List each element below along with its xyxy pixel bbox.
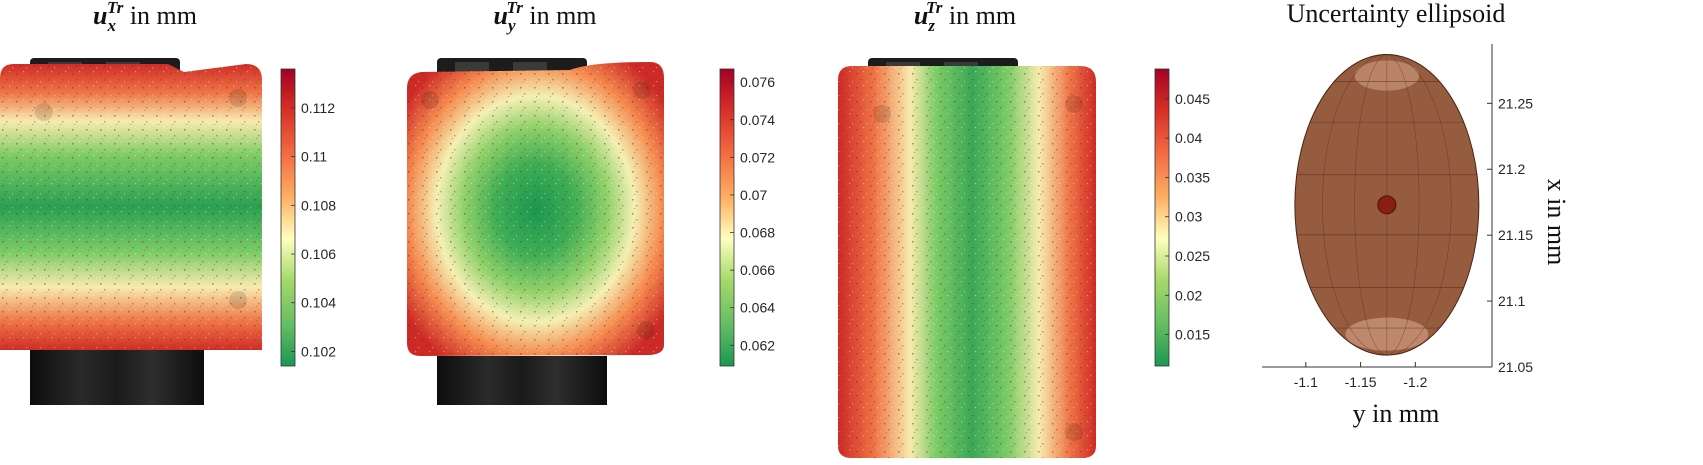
colorbar-tick-label: 0.102	[301, 343, 336, 359]
mounting-hole	[1065, 423, 1083, 441]
bracket-slot	[513, 62, 547, 72]
mounting-hole	[637, 321, 655, 339]
ellipsoid-bottom-highlight	[1345, 317, 1429, 351]
ellipsoid	[1294, 54, 1480, 356]
colorbar-tick-label: 0.045	[1175, 91, 1210, 107]
mounting-hole	[1065, 95, 1083, 113]
mounting-hole	[873, 105, 891, 123]
colorbar-tick-label: 0.108	[301, 197, 336, 213]
panel-title: uyTr in mm	[493, 0, 596, 35]
colorbar: 0.015 0.02 0.025 0.03 0.035 0.04 0.045	[1154, 68, 1210, 367]
mounting-hole	[229, 291, 247, 309]
colorbar-tick-label: 0.106	[301, 246, 336, 262]
colorbar-tick-label: 0.07	[740, 187, 767, 203]
colorbar-tick-label: 0.035	[1175, 169, 1210, 185]
colorbar: 0.102 0.104 0.106 0.108 0.11 0.112	[280, 68, 336, 367]
colorbar-tick-label: 0.02	[1175, 287, 1202, 303]
y-tick-label: 21.1	[1498, 293, 1525, 309]
colorbar-gradient	[719, 68, 735, 367]
bracket-slot	[455, 62, 489, 72]
mounting-hole	[633, 81, 651, 99]
title-subscript: z	[927, 16, 935, 35]
colorbar-tick-label: 0.068	[740, 225, 775, 241]
title-unit: in mm	[942, 1, 1016, 30]
title-superscript: Tr	[506, 0, 523, 17]
colorbar-gradient	[280, 68, 296, 367]
colorbar-tick-label: 0.104	[301, 295, 336, 311]
colorbar-tick-label: 0.076	[740, 74, 775, 90]
stand-post	[30, 350, 204, 405]
colorbar-tick-label: 0.11	[301, 149, 327, 165]
x-tick-label: -1.15	[1345, 374, 1377, 390]
colorbar-tick-label: 0.066	[740, 262, 775, 278]
colorbar-tick-label: 0.04	[1175, 130, 1202, 146]
stand-post	[437, 356, 607, 405]
colorbar-tick-label: 0.015	[1175, 327, 1210, 343]
colorbar-tick-label: 0.062	[740, 337, 775, 353]
y-tick-label: 21.2	[1498, 161, 1525, 177]
mesh-longitude	[1322, 54, 1452, 356]
y-tick-label: 21.05	[1498, 359, 1533, 375]
y-tick-label: 21.15	[1498, 227, 1533, 243]
panel-title: uxTr in mm	[93, 0, 197, 35]
colorbar: 0.062 0.064 0.066 0.068 0.07 0.072 0.074 0.076	[719, 68, 775, 367]
title-superscript: Tr	[926, 0, 943, 17]
mounting-hole	[421, 91, 439, 109]
title-superscript: Tr	[107, 0, 124, 17]
chart-title: Uncertainty ellipsoid	[1287, 0, 1506, 28]
colorbar-tick-label: 0.03	[1175, 209, 1202, 225]
x-tick-label: -1.1	[1294, 374, 1318, 390]
title-unit: in mm	[523, 1, 597, 30]
colorbar-tick-label: 0.112	[301, 100, 335, 116]
y-axis-label: x in mm	[1542, 179, 1571, 266]
ellipsoid-top-highlight	[1354, 60, 1420, 91]
uncertainty-ellipsoid-chart: Uncertainty ellipsoid -1.1 -1.15 -1.2 21.05 2…	[1262, 0, 1571, 428]
colorbar-tick-label: 0.025	[1175, 248, 1210, 264]
mounting-hole	[229, 89, 247, 107]
panel-title: uzTr in mm	[914, 0, 1016, 35]
colorbar-tick-label: 0.074	[740, 112, 775, 128]
x-tick-label: -1.2	[1403, 374, 1427, 390]
colorbar-gradient	[1154, 68, 1170, 367]
title-symbol: u	[93, 1, 107, 30]
mesh-longitude	[1354, 54, 1420, 356]
title-unit: in mm	[123, 1, 197, 30]
colorbar-tick-label: 0.064	[740, 300, 775, 316]
title-subscript: y	[506, 16, 516, 35]
mounting-hole	[35, 103, 53, 121]
center-point	[1377, 195, 1397, 215]
colorbar-tick-label: 0.072	[740, 149, 775, 165]
y-tick-label: 21.25	[1498, 95, 1533, 111]
title-symbol: u	[914, 1, 928, 30]
title-symbol: u	[493, 1, 507, 30]
title-subscript: x	[106, 16, 116, 35]
x-axis-label: y in mm	[1353, 399, 1440, 428]
